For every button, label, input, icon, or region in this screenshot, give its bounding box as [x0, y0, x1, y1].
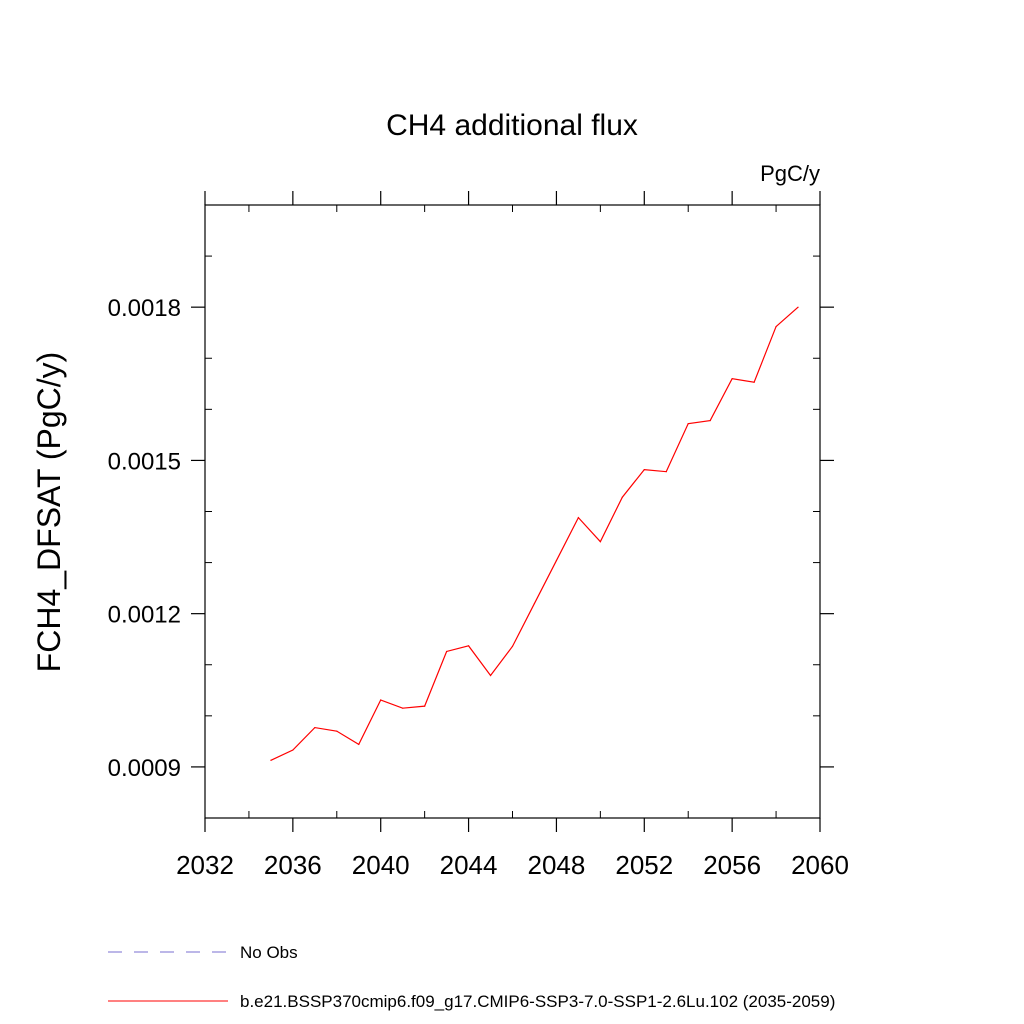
data-point: [665, 471, 667, 473]
y-tick-label: 0.0015: [108, 448, 181, 475]
x-tick-label: 2048: [528, 850, 586, 880]
y-tick-label: 0.0012: [108, 602, 181, 629]
data-point: [775, 325, 777, 328]
y-axis-label: FCH4_DFSAT (PgC/y): [31, 352, 67, 673]
data-point: [358, 743, 360, 746]
data-point: [709, 419, 711, 422]
data-point: [643, 469, 645, 471]
x-tick-label: 2044: [440, 850, 498, 880]
data-point: [731, 378, 733, 380]
data-point: [555, 559, 558, 562]
data-point: [467, 645, 470, 647]
data-point: [336, 730, 338, 732]
legend: No Obs b.e21.BSSP370cmip6.f09_g17.CMIP6-S…: [108, 943, 835, 1011]
data-point: [489, 674, 492, 677]
data-point: [446, 650, 448, 653]
data-point: [402, 707, 404, 709]
axis-ticks: [191, 191, 834, 832]
legend-label: b.e21.BSSP370cmip6.f09_g17.CMIP6-SSP3-7.…: [240, 992, 835, 1011]
data-point: [314, 726, 316, 729]
x-tick-label: 2052: [615, 850, 673, 880]
x-tick-label: 2060: [791, 850, 849, 880]
data-point: [533, 602, 536, 605]
data-point: [621, 496, 623, 498]
data-point: [797, 306, 799, 308]
data-point: [424, 705, 426, 707]
data-point: [292, 749, 294, 751]
units-label: PgC/y: [760, 161, 820, 186]
data-point: [753, 381, 755, 383]
legend-label: No Obs: [240, 943, 298, 962]
x-tick-label: 2040: [352, 850, 410, 880]
x-tick-label: 2056: [703, 850, 761, 880]
axis-tick-labels: 2032 2036 2040 2044 2048 2052 2056 2060 0.0009 0.…: [108, 295, 849, 880]
x-tick-label: 2036: [264, 850, 322, 880]
series-group: [270, 306, 799, 761]
data-point: [380, 699, 382, 701]
plot-frame: [204, 204, 821, 819]
chart-title: CH4 additional flux: [386, 109, 638, 142]
x-tick-label: 2032: [176, 850, 234, 880]
series-line: [270, 306, 799, 761]
data-point: [511, 645, 514, 647]
data-point: [577, 517, 579, 519]
data-point: [687, 423, 689, 425]
y-tick-label: 0.0009: [108, 755, 181, 782]
data-point: [599, 541, 601, 543]
data-point: [270, 759, 272, 761]
y-tick-label: 0.0018: [108, 295, 181, 322]
